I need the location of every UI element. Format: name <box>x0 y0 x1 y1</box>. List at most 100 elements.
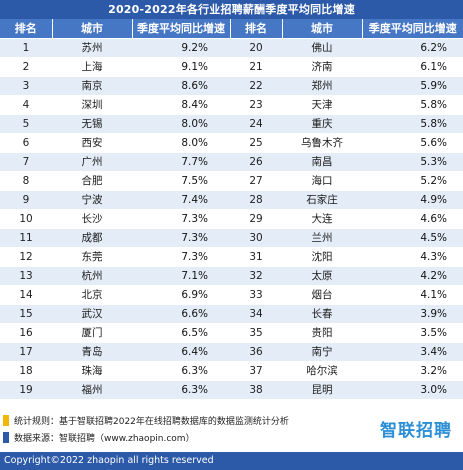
rank-cell-left: 1 <box>0 37 52 57</box>
city-cell-right: 大连 <box>282 208 362 228</box>
table-row: 4 深圳 8.4% 23 天津 5.8% <box>0 94 463 114</box>
city-cell-right: 佛山 <box>282 37 362 57</box>
city-cell-right: 贵阳 <box>282 322 362 342</box>
city-cell-right: 太原 <box>282 265 362 285</box>
growth-value-cell-right: 4.5% <box>362 227 463 247</box>
city-cell-left: 深圳 <box>52 94 132 114</box>
growth-value-cell-right: 6.2% <box>362 37 463 57</box>
rank-cell-right: 38 <box>230 379 282 399</box>
growth-value-cell-left: 7.7% <box>132 151 230 171</box>
growth-value-cell-left: 8.0% <box>132 113 230 133</box>
growth-value-cell-right: 5.8% <box>362 94 463 114</box>
growth-value-cell-left: 7.3% <box>132 246 230 266</box>
header-rank-left: 排名 <box>0 19 53 38</box>
growth-value-cell-right: 4.9% <box>362 189 463 209</box>
header-rank-right: 排名 <box>230 19 283 38</box>
city-cell-left: 无锡 <box>52 113 132 133</box>
city-cell-left: 杭州 <box>52 265 132 285</box>
rank-cell-left: 13 <box>0 265 52 285</box>
table-row: 5 无锡 8.0% 24 重庆 5.8% <box>0 113 463 133</box>
rank-cell-left: 14 <box>0 284 52 304</box>
table-row: 6 西安 8.0% 25 乌鲁木齐 5.6% <box>0 132 463 152</box>
rank-cell-left: 2 <box>0 56 52 76</box>
city-cell-right: 天津 <box>282 94 362 114</box>
growth-value-cell-left: 7.3% <box>132 208 230 228</box>
rank-cell-left: 17 <box>0 341 52 361</box>
growth-value-cell-left: 6.5% <box>132 322 230 342</box>
rank-cell-right: 32 <box>230 265 282 285</box>
source-note-text: 数据来源：智联招聘（www.zhaopin.com） <box>14 434 195 444</box>
growth-value-cell-left: 8.6% <box>132 75 230 95</box>
table-row: 17 青岛 6.4% 36 南宁 3.4% <box>0 341 463 361</box>
rank-cell-left: 19 <box>0 379 52 399</box>
table-row: 18 珠海 6.3% 37 哈尔滨 3.2% <box>0 360 463 380</box>
growth-value-cell-right: 6.1% <box>362 56 463 76</box>
city-cell-right: 石家庄 <box>282 189 362 209</box>
city-cell-right: 兰州 <box>282 227 362 247</box>
city-cell-left: 珠海 <box>52 360 132 380</box>
table-row: 12 东莞 7.3% 31 沈阳 4.3% <box>0 246 463 266</box>
table-row: 14 北京 6.9% 33 烟台 4.1% <box>0 284 463 304</box>
city-cell-right: 南宁 <box>282 341 362 361</box>
growth-value-cell-right: 4.6% <box>362 208 463 228</box>
city-cell-right: 昆明 <box>282 379 362 399</box>
city-cell-right: 郑州 <box>282 75 362 95</box>
city-cell-left: 青岛 <box>52 341 132 361</box>
rank-cell-right: 27 <box>230 170 282 190</box>
rank-cell-left: 10 <box>0 208 52 228</box>
rank-cell-left: 8 <box>0 170 52 190</box>
city-cell-right: 哈尔滨 <box>282 360 362 380</box>
rank-cell-left: 4 <box>0 94 52 114</box>
growth-value-cell-left: 6.6% <box>132 303 230 323</box>
header-city-left: 城市 <box>52 19 133 38</box>
table-row: 2 上海 9.1% 21 济南 6.1% <box>0 56 463 76</box>
rank-cell-left: 18 <box>0 360 52 380</box>
rank-cell-left: 7 <box>0 151 52 171</box>
city-cell-right: 沈阳 <box>282 246 362 266</box>
table-row: 16 厦门 6.5% 35 贵阳 3.5% <box>0 322 463 342</box>
table-row: 19 福州 6.3% 38 昆明 3.0% <box>0 379 463 399</box>
growth-value-cell-left: 7.5% <box>132 170 230 190</box>
growth-value-cell-right: 3.2% <box>362 360 463 380</box>
rank-cell-right: 31 <box>230 246 282 266</box>
city-cell-right: 海口 <box>282 170 362 190</box>
rank-cell-right: 37 <box>230 360 282 380</box>
rank-cell-right: 28 <box>230 189 282 209</box>
rank-cell-right: 21 <box>230 56 282 76</box>
city-cell-left: 北京 <box>52 284 132 304</box>
city-cell-left: 长沙 <box>52 208 132 228</box>
header-growth-left: 季度平均同比增速 <box>132 19 231 38</box>
city-cell-left: 武汉 <box>52 303 132 323</box>
growth-value-cell-left: 6.4% <box>132 341 230 361</box>
copyright-bar: Copyright©2022 zhaopin all rights reserv… <box>0 452 463 470</box>
table-row: 11 成都 7.3% 30 兰州 4.5% <box>0 227 463 247</box>
rank-cell-right: 20 <box>230 37 282 57</box>
rank-cell-right: 36 <box>230 341 282 361</box>
zhaopin-logo: 智联招聘 <box>380 420 452 441</box>
rank-cell-right: 26 <box>230 151 282 171</box>
rank-cell-left: 15 <box>0 303 52 323</box>
growth-value-cell-left: 6.3% <box>132 379 230 399</box>
growth-value-cell-left: 8.4% <box>132 94 230 114</box>
rank-cell-left: 6 <box>0 132 52 152</box>
rank-cell-right: 35 <box>230 322 282 342</box>
table-row: 8 合肥 7.5% 27 海口 5.2% <box>0 170 463 190</box>
source-note-marker <box>3 432 9 443</box>
growth-value-cell-left: 6.3% <box>132 360 230 380</box>
rank-cell-left: 5 <box>0 113 52 133</box>
rank-cell-left: 11 <box>0 227 52 247</box>
table-row: 15 武汉 6.6% 34 长春 3.9% <box>0 303 463 323</box>
growth-value-cell-right: 5.3% <box>362 151 463 171</box>
growth-value-cell-left: 6.9% <box>132 284 230 304</box>
city-cell-left: 宁波 <box>52 189 132 209</box>
city-cell-left: 厦门 <box>52 322 132 342</box>
growth-value-cell-left: 7.3% <box>132 227 230 247</box>
growth-value-cell-right: 3.9% <box>362 303 463 323</box>
growth-value-cell-right: 3.5% <box>362 322 463 342</box>
ranking-table: 排名 城市 季度平均同比增速 排名 城市 季度平均同比增速 1 苏州 9.2% 20 佛… <box>0 19 463 399</box>
growth-value-cell-right: 5.8% <box>362 113 463 133</box>
growth-value-cell-left: 9.2% <box>132 37 230 57</box>
rank-cell-right: 24 <box>230 113 282 133</box>
rank-cell-right: 23 <box>230 94 282 114</box>
city-cell-left: 西安 <box>52 132 132 152</box>
